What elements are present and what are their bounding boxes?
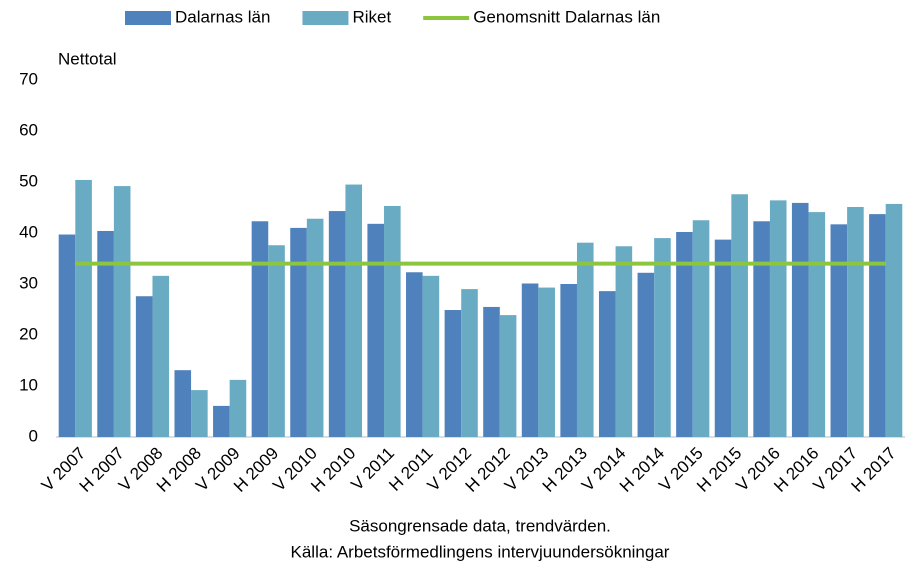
- bar: [191, 390, 208, 437]
- note: Källa: Arbetsförmedlingens intervjuunder…: [291, 542, 670, 561]
- bar: [499, 315, 517, 437]
- bar: [676, 231, 693, 437]
- bar: [174, 370, 192, 437]
- bar: [869, 214, 886, 437]
- bar: [654, 238, 671, 437]
- bar: [229, 379, 247, 437]
- legend-swatch: [125, 11, 171, 25]
- bar: [135, 296, 153, 437]
- bar: [422, 275, 440, 437]
- bar: [75, 179, 92, 437]
- bar: [521, 283, 539, 437]
- bar: [152, 275, 170, 437]
- legend-swatch: [302, 11, 349, 25]
- bar: [444, 310, 462, 437]
- y-tick-label: 30: [19, 273, 38, 292]
- note: Säsongrensade data, trendvärden.: [349, 516, 611, 535]
- y-tick-label: 10: [19, 375, 38, 394]
- bar: [113, 186, 131, 437]
- bar: [384, 205, 401, 437]
- bar: [406, 272, 423, 437]
- bar: [576, 242, 594, 437]
- bar: [885, 203, 903, 437]
- bar: [769, 200, 787, 437]
- bar: [791, 202, 809, 437]
- bar: [290, 227, 307, 437]
- y-tick-label: 50: [19, 171, 38, 190]
- y-tick-label: 70: [19, 69, 38, 88]
- legend-label: Dalarnas län: [175, 7, 270, 26]
- bar: [830, 224, 848, 437]
- bar: [58, 234, 76, 437]
- bar: [753, 221, 770, 437]
- bar: [692, 220, 710, 437]
- bar: [461, 289, 478, 437]
- bar: [615, 246, 633, 437]
- bar: [483, 306, 500, 437]
- bar: [560, 284, 577, 437]
- bar: [637, 272, 655, 437]
- legend-label: Riket: [352, 7, 391, 26]
- bar: [268, 245, 285, 437]
- bar: [808, 212, 826, 437]
- y-axis-label: Nettotal: [58, 49, 117, 68]
- y-tick-label: 0: [29, 426, 38, 445]
- bar: [538, 287, 555, 437]
- bar: [345, 184, 363, 437]
- y-tick-label: 60: [19, 120, 38, 139]
- bar: [306, 218, 324, 437]
- bar: [251, 221, 269, 437]
- bar: [714, 239, 732, 437]
- bar: [213, 405, 230, 437]
- y-tick-label: 40: [19, 222, 38, 241]
- legend-label: Genomsnitt Dalarnas län: [473, 7, 660, 26]
- bar: [731, 194, 748, 437]
- bar: [367, 223, 385, 437]
- bar: [328, 211, 346, 437]
- bar: [598, 291, 616, 437]
- y-tick-label: 20: [19, 324, 38, 343]
- bar: [847, 206, 864, 437]
- bar: [97, 230, 114, 437]
